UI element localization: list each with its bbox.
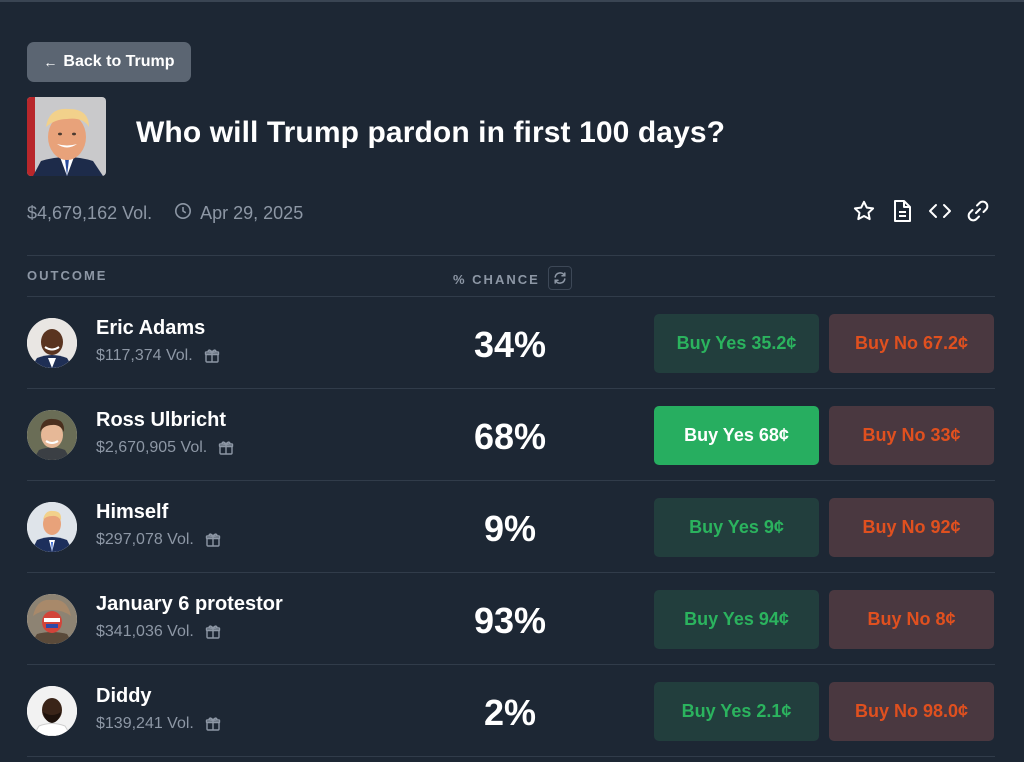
buy-yes-button[interactable]: Buy Yes 9¢ <box>654 498 819 557</box>
divider <box>27 296 995 297</box>
buy-no-button[interactable]: Buy No 67.2¢ <box>829 314 994 373</box>
arrow-left-icon: ← <box>43 54 58 70</box>
outcome-row-himself: Himself $297,078 Vol. 9% Buy Yes 9¢ Buy … <box>27 481 995 573</box>
outcome-volume-line: $341,036 Vol. <box>96 623 222 641</box>
buy-no-button[interactable]: Buy No 33¢ <box>829 406 994 465</box>
buy-no-button[interactable]: Buy No 8¢ <box>829 590 994 649</box>
avatar <box>27 318 77 368</box>
gift-icon[interactable] <box>204 623 222 641</box>
buy-yes-button[interactable]: Buy Yes 94¢ <box>654 590 819 649</box>
market-actions <box>852 199 990 223</box>
outcome-volume-line: $2,670,905 Vol. <box>96 439 235 457</box>
outcome-volume: $139,241 Vol. <box>96 715 194 732</box>
outcome-chance: 2% <box>483 692 537 733</box>
star-icon[interactable] <box>852 199 876 223</box>
top-border <box>0 0 1024 2</box>
outcome-volume: $117,374 Vol. <box>96 347 193 364</box>
document-icon[interactable] <box>890 199 914 223</box>
avatar <box>27 594 77 644</box>
outcome-volume-line: $139,241 Vol. <box>96 715 222 733</box>
outcome-row-diddy: Diddy $139,241 Vol. 2% Buy Yes 2.1¢ Buy … <box>27 665 995 757</box>
divider <box>27 756 995 757</box>
market-date: Apr 29, 2025 <box>174 202 303 225</box>
outcome-name: Eric Adams <box>96 317 206 339</box>
divider <box>27 255 995 256</box>
outcome-column-header: OUTCOME <box>27 268 108 283</box>
outcome-chance: 34% <box>473 324 547 365</box>
buy-yes-button[interactable]: Buy Yes 68¢ <box>654 406 819 465</box>
clock-icon <box>174 202 192 225</box>
chance-header-label: % CHANCE <box>453 271 540 287</box>
outcome-row-january-6-protestor: January 6 protestor $341,036 Vol. 93% Bu… <box>27 573 995 665</box>
outcome-volume: $341,036 Vol. <box>96 623 194 640</box>
outcome-volume-line: $297,078 Vol. <box>96 531 222 549</box>
buy-no-button[interactable]: Buy No 92¢ <box>829 498 994 557</box>
buy-no-button[interactable]: Buy No 98.0¢ <box>829 682 994 741</box>
divider <box>27 664 995 665</box>
outcome-volume-line: $117,374 Vol. <box>96 347 221 365</box>
outcome-name: Himself <box>96 501 169 523</box>
market-image <box>27 97 106 176</box>
back-button[interactable]: ← Back to Trump <box>27 42 191 82</box>
outcome-volume: $2,670,905 Vol. <box>96 439 208 456</box>
gift-icon[interactable] <box>204 715 222 733</box>
outcome-chance: 93% <box>473 600 547 641</box>
outcome-volume: $297,078 Vol. <box>96 531 194 548</box>
divider <box>27 388 995 389</box>
end-date: Apr 29, 2025 <box>200 202 304 223</box>
buy-yes-button[interactable]: Buy Yes 35.2¢ <box>654 314 819 373</box>
avatar <box>27 410 77 460</box>
refresh-icon[interactable] <box>547 266 572 290</box>
outcome-row-eric-adams: Eric Adams $117,374 Vol. 34% Buy Yes 35.… <box>27 297 995 389</box>
market-title: Who will Trump pardon in first 100 days? <box>136 116 726 149</box>
outcome-name: Diddy <box>96 685 152 707</box>
outcome-chance: 68% <box>473 416 547 457</box>
outcome-row-ross-ulbricht: Ross Ulbricht $2,670,905 Vol. 68% Buy Ye… <box>27 389 995 481</box>
avatar <box>27 502 77 552</box>
outcome-name: Ross Ulbricht <box>96 409 227 431</box>
back-button-label: Back to Trump <box>63 53 175 70</box>
market-meta: $4,679,162 Vol. Apr 29, 2025 <box>27 201 303 225</box>
gift-icon[interactable] <box>203 347 221 365</box>
outcome-name: January 6 protestor <box>96 593 283 615</box>
divider <box>27 480 995 481</box>
gift-icon[interactable] <box>204 531 222 549</box>
market-volume: $4,679,162 Vol. <box>27 202 153 223</box>
divider <box>27 572 995 573</box>
outcome-chance: 9% <box>483 508 537 549</box>
code-icon[interactable] <box>928 199 952 223</box>
chance-column-header: % CHANCE <box>453 266 572 290</box>
link-icon[interactable] <box>966 199 990 223</box>
gift-icon[interactable] <box>217 439 235 457</box>
buy-yes-button[interactable]: Buy Yes 2.1¢ <box>654 682 819 741</box>
avatar <box>27 686 77 736</box>
